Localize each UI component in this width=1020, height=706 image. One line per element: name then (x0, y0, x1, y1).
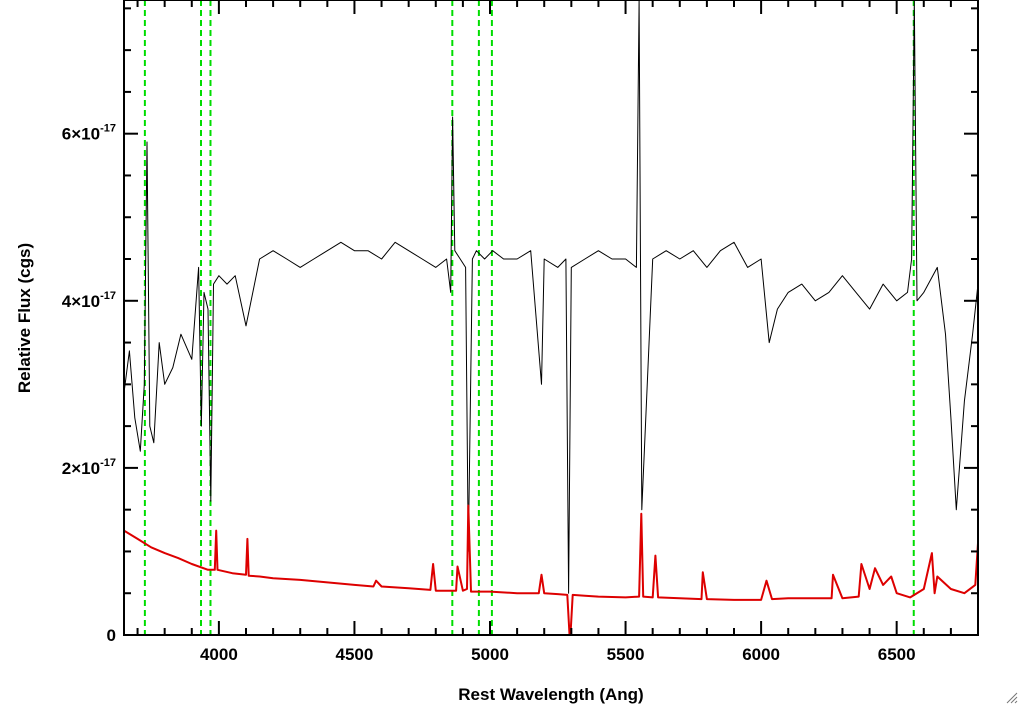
y-tick-label-0: 0 (107, 626, 116, 645)
spectrum-series (124, 0, 978, 635)
x-tick-label-5500: 5500 (607, 645, 645, 664)
series-line-0 (124, 0, 978, 594)
reference-lines (143, 0, 915, 635)
x-tick-label-6000: 6000 (742, 645, 780, 664)
tick-labels: 4000 4500 5000 5500 6000 6500 0 2×10-17 4×10-17 6… (62, 123, 916, 664)
x-axis-title: Rest Wavelength (Ang) (458, 685, 643, 704)
plot-frame (123, 0, 979, 636)
series-line-1 (124, 504, 978, 635)
y-tick-label-1: 2×10-17 (62, 457, 116, 478)
x-tick-label-4000: 4000 (200, 645, 238, 664)
y-tick-label-2: 4×10-17 (62, 290, 116, 311)
axis-ticks (124, 0, 979, 636)
y-axis-title: Relative Flux (cgs) (15, 243, 34, 393)
y-tick-label-3: 6×10-17 (62, 123, 116, 144)
x-tick-label-5000: 5000 (471, 645, 509, 664)
x-tick-label-6500: 6500 (878, 645, 916, 664)
resize-grip-icon[interactable] (1004, 690, 1018, 704)
x-tick-label-4500: 4500 (336, 645, 374, 664)
